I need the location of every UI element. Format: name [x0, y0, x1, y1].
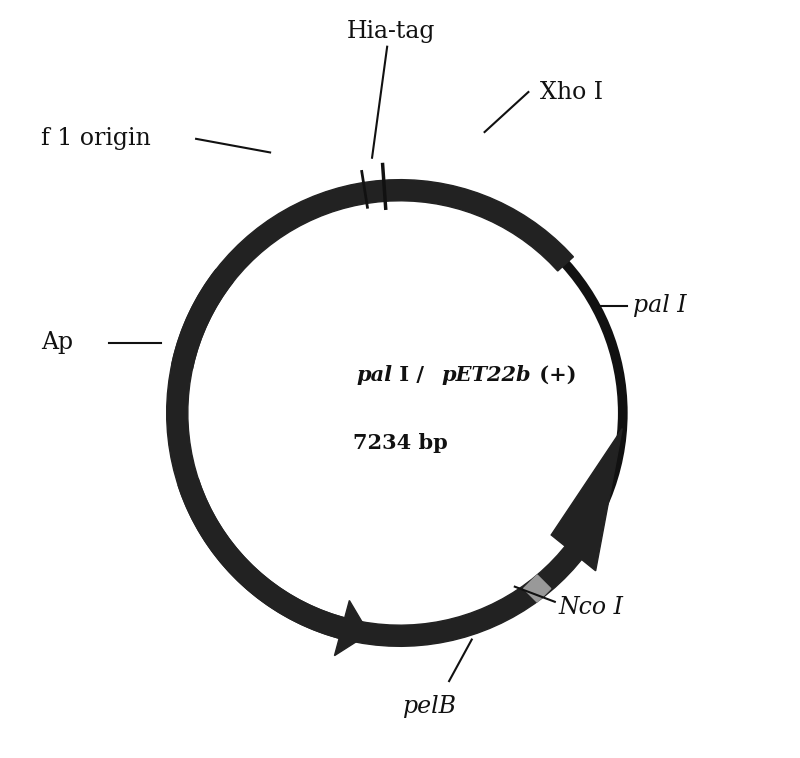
Text: Ap: Ap — [42, 331, 74, 354]
Polygon shape — [166, 180, 590, 647]
Text: Hia-tag: Hia-tag — [346, 20, 435, 43]
Text: pal: pal — [357, 365, 393, 385]
Text: f 1 origin: f 1 origin — [42, 127, 151, 150]
Text: I /: I / — [393, 365, 425, 385]
Text: 7234 bp: 7234 bp — [353, 433, 447, 453]
Text: pal I: pal I — [633, 294, 686, 318]
Polygon shape — [334, 600, 369, 656]
Polygon shape — [551, 428, 622, 571]
Text: (+): (+) — [532, 365, 577, 385]
Polygon shape — [523, 575, 550, 602]
Text: pET22b: pET22b — [442, 365, 531, 385]
Text: Nco I: Nco I — [558, 596, 623, 619]
Polygon shape — [172, 269, 233, 369]
Text: Xho I: Xho I — [540, 80, 602, 104]
Text: pelB: pelB — [403, 694, 458, 718]
Polygon shape — [178, 478, 347, 639]
